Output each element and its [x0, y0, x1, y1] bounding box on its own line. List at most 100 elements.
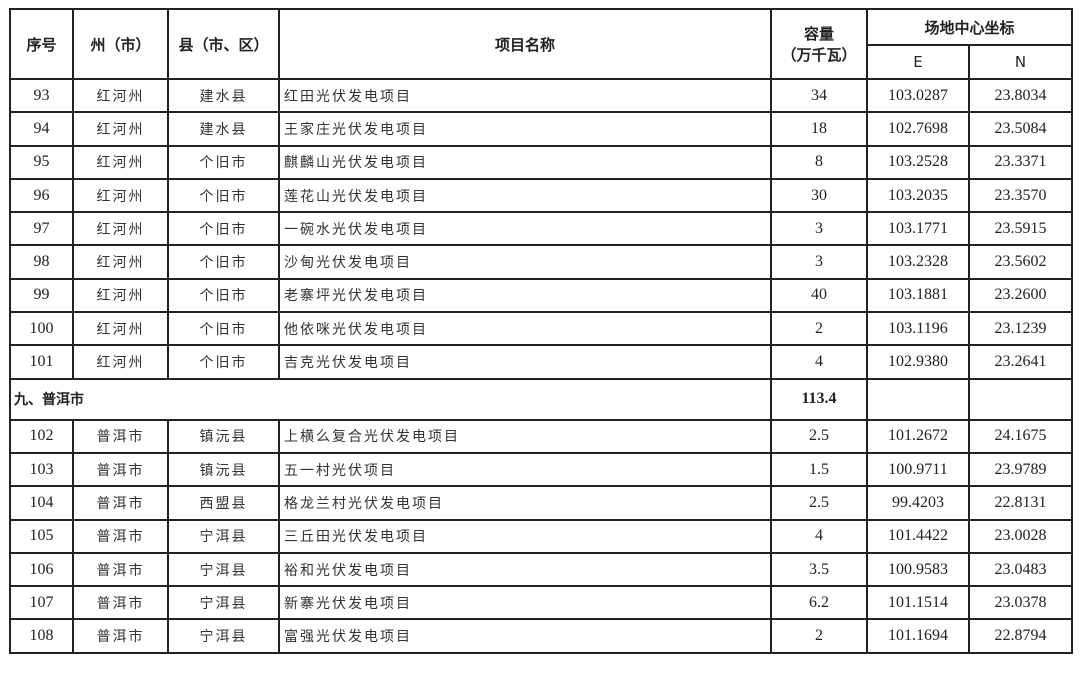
table-row: 103 普洱市 镇沅县 五一村光伏项目 1.5 100.9711 23.9789	[9, 451, 1074, 488]
cell-county: 个旧市	[167, 244, 280, 280]
table-row: 98 红河州 个旧市 沙甸光伏发电项目 3 103.2328 23.5602	[9, 244, 1074, 280]
cell-n: 23.2641	[967, 344, 1074, 380]
cell-prefecture: 红河州	[72, 177, 169, 214]
cell-prefecture: 红河州	[72, 111, 169, 147]
table-row: 97 红河州 个旧市 一碗水光伏发电项目 3 103.1771 23.5915	[9, 211, 1074, 247]
cell-seq: 107	[9, 585, 74, 621]
cell-county: 宁洱县	[167, 618, 280, 654]
cell-prefecture: 红河州	[72, 344, 169, 380]
cell-n: 23.0378	[967, 585, 1074, 621]
table-row: 104 普洱市 西盟县 格龙兰村光伏发电项目 2.5 99.4203 22.8131	[9, 485, 1074, 521]
cell-n: 23.5602	[967, 244, 1074, 280]
cell-e: 102.7698	[866, 111, 970, 147]
cell-e: 103.2328	[866, 244, 970, 280]
table-row: 99 红河州 个旧市 老寨坪光伏发电项目 40 103.1881 23.2600	[9, 277, 1074, 314]
table-row: 106 普洱市 宁洱县 裕和光伏发电项目 3.5 100.9583 23.0483	[9, 551, 1074, 588]
cell-county: 镇沅县	[167, 418, 280, 454]
cell-prefecture: 普洱市	[72, 551, 169, 588]
cell-project-name: 他依咪光伏发电项目	[278, 311, 772, 347]
cell-seq: 97	[9, 211, 74, 247]
cell-e: 101.1694	[866, 618, 970, 654]
cell-project-name: 老寨坪光伏发电项目	[278, 277, 772, 314]
cell-project-name: 五一村光伏项目	[278, 451, 772, 488]
cell-project-name: 红田光伏发电项目	[278, 77, 772, 114]
cell-prefecture: 红河州	[72, 211, 169, 247]
cell-capacity: 4	[770, 344, 868, 380]
header-capacity-line1: 容量	[803, 25, 834, 43]
cell-prefecture: 普洱市	[72, 585, 169, 621]
cell-seq: 94	[9, 111, 74, 147]
cell-prefecture: 红河州	[72, 77, 169, 114]
cell-n: 23.1239	[967, 311, 1074, 347]
table-row: 107 普洱市 宁洱县 新寨光伏发电项目 6.2 101.1514 23.0378	[9, 585, 1074, 621]
cell-county: 宁洱县	[167, 585, 280, 621]
cell-seq: 93	[9, 77, 74, 114]
cell-n: 23.0483	[967, 551, 1074, 588]
cell-capacity: 40	[770, 277, 868, 314]
cell-n: 23.3371	[967, 144, 1074, 180]
cell-prefecture: 普洱市	[72, 518, 169, 554]
cell-e: 101.1514	[866, 585, 970, 621]
cell-seq: 104	[9, 485, 74, 521]
cell-e: 100.9583	[866, 551, 970, 588]
cell-prefecture: 红河州	[72, 277, 169, 314]
cell-seq: 102	[9, 418, 74, 454]
cell-n: 23.5915	[967, 211, 1074, 247]
cell-capacity: 2	[770, 311, 868, 347]
cell-capacity: 2	[770, 618, 868, 654]
cell-e: 103.1771	[866, 211, 970, 247]
table-row: 102 普洱市 镇沅县 上横么复合光伏发电项目 2.5 101.2672 24.1675	[9, 418, 1074, 454]
cell-capacity: 2.5	[770, 485, 868, 521]
table-row: 93 红河州 建水县 红田光伏发电项目 34 103.0287 23.8034	[9, 77, 1074, 114]
cell-e: 102.9380	[866, 344, 970, 380]
cell-seq: 96	[9, 177, 74, 214]
section-capacity: 113.4	[770, 377, 868, 421]
cell-county: 个旧市	[167, 311, 280, 347]
cell-project-name: 王家庄光伏发电项目	[278, 111, 772, 147]
section-e-empty	[866, 377, 970, 421]
project-table: 序号 州（市） 县（市、区） 项目名称 容量 （万千瓦） 场地中心坐标 E N …	[9, 8, 1074, 654]
cell-capacity: 34	[770, 77, 868, 114]
cell-project-name: 沙甸光伏发电项目	[278, 244, 772, 280]
section-name: 九、普洱市	[9, 377, 772, 421]
cell-n: 24.1675	[967, 418, 1074, 454]
cell-e: 103.1881	[866, 277, 970, 314]
cell-project-name: 裕和光伏发电项目	[278, 551, 772, 588]
cell-project-name: 麒麟山光伏发电项目	[278, 144, 772, 180]
header-coords: 场地中心坐标	[865, 8, 1074, 46]
cell-e: 103.1196	[866, 311, 970, 347]
cell-n: 22.8794	[967, 618, 1074, 654]
cell-capacity: 8	[770, 144, 868, 180]
table-row: 95 红河州 个旧市 麒麟山光伏发电项目 8 103.2528 23.3371	[9, 144, 1074, 180]
cell-project-name: 上横么复合光伏发电项目	[278, 418, 772, 454]
cell-prefecture: 红河州	[72, 311, 169, 347]
cell-prefecture: 红河州	[72, 144, 169, 180]
cell-capacity: 30	[770, 177, 868, 214]
cell-county: 建水县	[167, 111, 280, 147]
cell-capacity: 4	[770, 518, 868, 554]
cell-capacity: 1.5	[770, 451, 868, 488]
cell-project-name: 三丘田光伏发电项目	[278, 518, 772, 554]
section-row: 九、普洱市 113.4	[9, 377, 1074, 421]
cell-prefecture: 普洱市	[72, 451, 169, 488]
cell-capacity: 3.5	[770, 551, 868, 588]
cell-seq: 103	[9, 451, 74, 488]
cell-n: 23.0028	[967, 518, 1074, 554]
table-row: 94 红河州 建水县 王家庄光伏发电项目 18 102.7698 23.5084	[9, 111, 1074, 147]
cell-seq: 99	[9, 277, 74, 314]
header-capacity: 容量 （万千瓦）	[770, 8, 868, 80]
cell-project-name: 莲花山光伏发电项目	[278, 177, 772, 214]
cell-project-name: 格龙兰村光伏发电项目	[278, 485, 772, 521]
cell-n: 22.8131	[967, 485, 1074, 521]
cell-seq: 106	[9, 551, 74, 588]
cell-project-name: 一碗水光伏发电项目	[278, 211, 772, 247]
cell-capacity: 3	[770, 211, 868, 247]
header-seq: 序号	[9, 8, 74, 80]
cell-n: 23.5084	[967, 111, 1074, 147]
cell-e: 99.4203	[866, 485, 970, 521]
cell-county: 宁洱县	[167, 551, 280, 588]
table-row: 101 红河州 个旧市 吉克光伏发电项目 4 102.9380 23.2641	[9, 344, 1074, 380]
cell-capacity: 6.2	[770, 585, 868, 621]
cell-e: 100.9711	[866, 451, 970, 488]
cell-e: 101.2672	[866, 418, 970, 454]
